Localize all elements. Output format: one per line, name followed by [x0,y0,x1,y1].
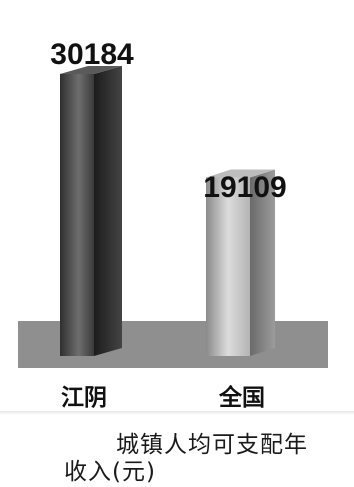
bar-side-face [250,169,275,356]
value-label: 19109 [203,171,286,204]
caption-line-1: 城镇人均可支配年 [116,432,308,458]
separator [0,411,354,415]
bar-top-face [206,169,275,178]
bar-side-face [94,66,122,356]
category-label: 全国 [218,384,265,410]
bar-chart: 30184 19109 江阴 全国 [18,38,328,410]
bar-全国 [206,169,275,356]
category-label: 江阴 [61,385,107,410]
bar-front-face [206,177,250,356]
bar-江阴 [60,66,122,356]
caption-line-2: 收入(元) [64,459,156,485]
bar-front-face [60,74,94,356]
value-label: 30184 [50,38,134,71]
chart-caption: 城镇人均可支配年 收入(元) [64,432,344,486]
bar-top-face [60,66,122,74]
